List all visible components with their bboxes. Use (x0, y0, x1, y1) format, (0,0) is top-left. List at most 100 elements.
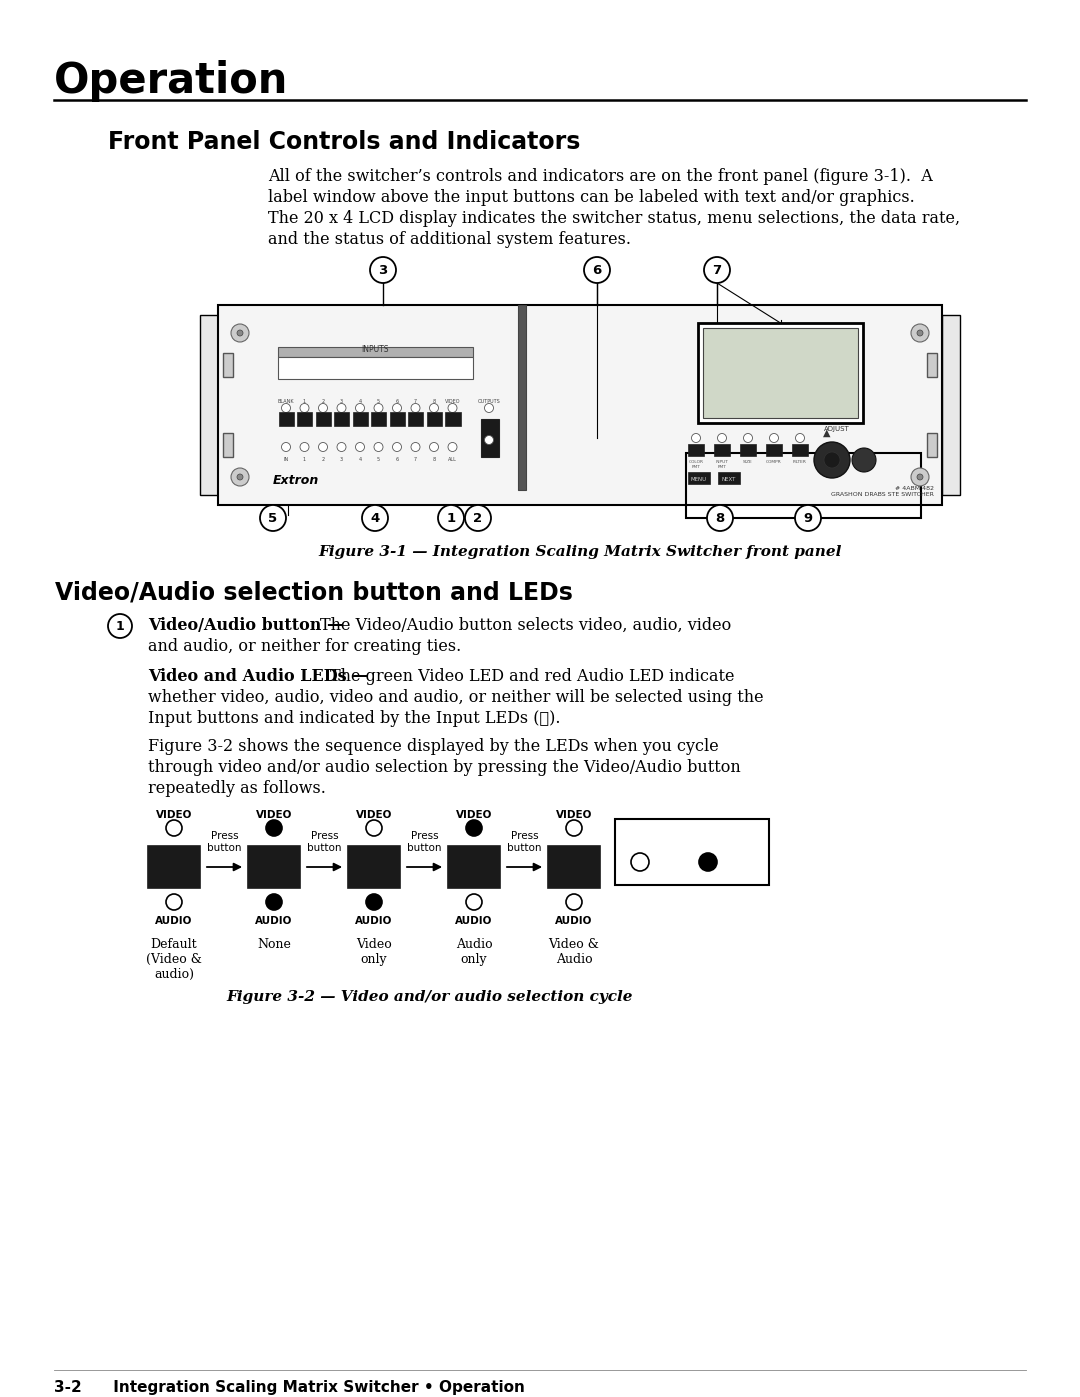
FancyBboxPatch shape (390, 412, 405, 426)
Text: Figure 3-2 shows the sequence displayed by the LEDs when you cycle: Figure 3-2 shows the sequence displayed … (148, 738, 719, 754)
Text: 1: 1 (302, 457, 306, 462)
Text: 7: 7 (414, 400, 417, 404)
FancyBboxPatch shape (148, 847, 200, 888)
Text: The green Video LED and red Audio LED indicate: The green Video LED and red Audio LED in… (330, 668, 734, 685)
Circle shape (166, 820, 183, 835)
Text: 5: 5 (377, 400, 380, 404)
Circle shape (917, 474, 923, 481)
Text: 6: 6 (395, 400, 399, 404)
FancyBboxPatch shape (200, 314, 218, 495)
FancyBboxPatch shape (698, 323, 863, 423)
Circle shape (465, 504, 491, 531)
Text: Operation: Operation (54, 60, 288, 102)
Text: VIDEO: VIDEO (556, 810, 592, 820)
Text: repeatedly as follows.: repeatedly as follows. (148, 780, 326, 798)
Text: The 20 x 4 LCD display indicates the switcher status, menu selections, the data : The 20 x 4 LCD display indicates the swi… (268, 210, 960, 226)
Text: 7: 7 (713, 264, 721, 277)
Text: = on,: = on, (653, 855, 687, 869)
Circle shape (355, 443, 365, 451)
Text: 2: 2 (473, 511, 483, 524)
FancyBboxPatch shape (718, 472, 740, 483)
FancyBboxPatch shape (278, 358, 473, 379)
FancyBboxPatch shape (927, 353, 937, 377)
FancyBboxPatch shape (315, 412, 330, 426)
Circle shape (370, 257, 396, 284)
Text: 5: 5 (377, 457, 380, 462)
Circle shape (465, 820, 482, 835)
FancyBboxPatch shape (714, 444, 730, 455)
Text: BLANK: BLANK (278, 400, 295, 404)
Text: The Video/Audio button selects video, audio, video: The Video/Audio button selects video, au… (320, 617, 731, 634)
FancyBboxPatch shape (688, 444, 704, 455)
Circle shape (691, 433, 701, 443)
FancyBboxPatch shape (448, 847, 500, 888)
Text: Video/Audio selection button and LEDs: Video/Audio selection button and LEDs (55, 580, 572, 604)
Circle shape (411, 443, 420, 451)
Text: AUDIO: AUDIO (355, 916, 393, 926)
Text: 8: 8 (432, 457, 435, 462)
Text: VIDEO: VIDEO (355, 810, 392, 820)
Circle shape (300, 443, 309, 451)
Text: Default
(Video &
audio): Default (Video & audio) (146, 937, 202, 981)
Circle shape (337, 404, 346, 412)
Circle shape (430, 443, 438, 451)
Text: All of the switcher’s controls and indicators are on the front panel (figure 3-1: All of the switcher’s controls and indic… (268, 168, 933, 184)
Circle shape (231, 324, 249, 342)
Circle shape (769, 433, 779, 443)
Text: Press
button: Press button (508, 831, 542, 854)
Circle shape (300, 404, 309, 412)
Text: = off: = off (721, 855, 753, 869)
Text: COLOR
FMT: COLOR FMT (689, 460, 703, 468)
Text: # 4ABM 482
GRASHON DRABS STE SWITCHER: # 4ABM 482 GRASHON DRABS STE SWITCHER (832, 486, 934, 497)
Circle shape (824, 453, 840, 468)
Text: LED key:: LED key: (658, 838, 726, 852)
Circle shape (362, 504, 388, 531)
Text: Video &
Audio: Video & Audio (549, 937, 599, 965)
Text: 5: 5 (269, 511, 278, 524)
Circle shape (707, 504, 733, 531)
FancyBboxPatch shape (615, 819, 769, 886)
Text: ▲: ▲ (823, 427, 831, 439)
Circle shape (392, 443, 402, 451)
Text: ADJUST: ADJUST (824, 426, 850, 432)
Text: 1: 1 (116, 619, 124, 633)
Text: Input buttons and indicated by the Input LEDs (⑤).: Input buttons and indicated by the Input… (148, 710, 561, 726)
Text: AUDIO: AUDIO (555, 916, 593, 926)
FancyBboxPatch shape (427, 412, 442, 426)
Text: OUTPUTS: OUTPUTS (477, 400, 500, 404)
Circle shape (260, 504, 286, 531)
Circle shape (355, 404, 365, 412)
Text: Extron: Extron (273, 474, 320, 488)
Circle shape (237, 474, 243, 481)
Circle shape (319, 404, 327, 412)
FancyBboxPatch shape (445, 412, 460, 426)
Circle shape (319, 443, 327, 451)
Text: VIDEO: VIDEO (445, 400, 460, 404)
Circle shape (448, 404, 457, 412)
Circle shape (231, 468, 249, 486)
FancyBboxPatch shape (518, 305, 526, 490)
Text: and audio, or neither for creating ties.: and audio, or neither for creating ties. (148, 638, 461, 655)
Text: Figure 3-2 — Video and/or audio selection cycle: Figure 3-2 — Video and/or audio selectio… (227, 990, 633, 1004)
Text: INPUTS: INPUTS (362, 345, 389, 353)
Text: Video
only: Video only (356, 937, 392, 965)
Text: FILTER: FILTER (793, 460, 807, 464)
Circle shape (485, 436, 494, 444)
Circle shape (631, 854, 649, 870)
FancyBboxPatch shape (334, 412, 349, 426)
Text: Audio
only: Audio only (456, 937, 492, 965)
Circle shape (448, 443, 457, 451)
FancyBboxPatch shape (297, 412, 312, 426)
FancyBboxPatch shape (792, 444, 808, 455)
Circle shape (374, 404, 383, 412)
FancyBboxPatch shape (352, 412, 367, 426)
Circle shape (266, 820, 282, 835)
FancyBboxPatch shape (927, 433, 937, 457)
FancyBboxPatch shape (688, 472, 710, 483)
Text: Press
button: Press button (207, 831, 242, 854)
Circle shape (912, 324, 929, 342)
Text: 8: 8 (432, 400, 435, 404)
Circle shape (485, 404, 494, 412)
FancyBboxPatch shape (548, 847, 600, 888)
FancyBboxPatch shape (278, 346, 473, 358)
